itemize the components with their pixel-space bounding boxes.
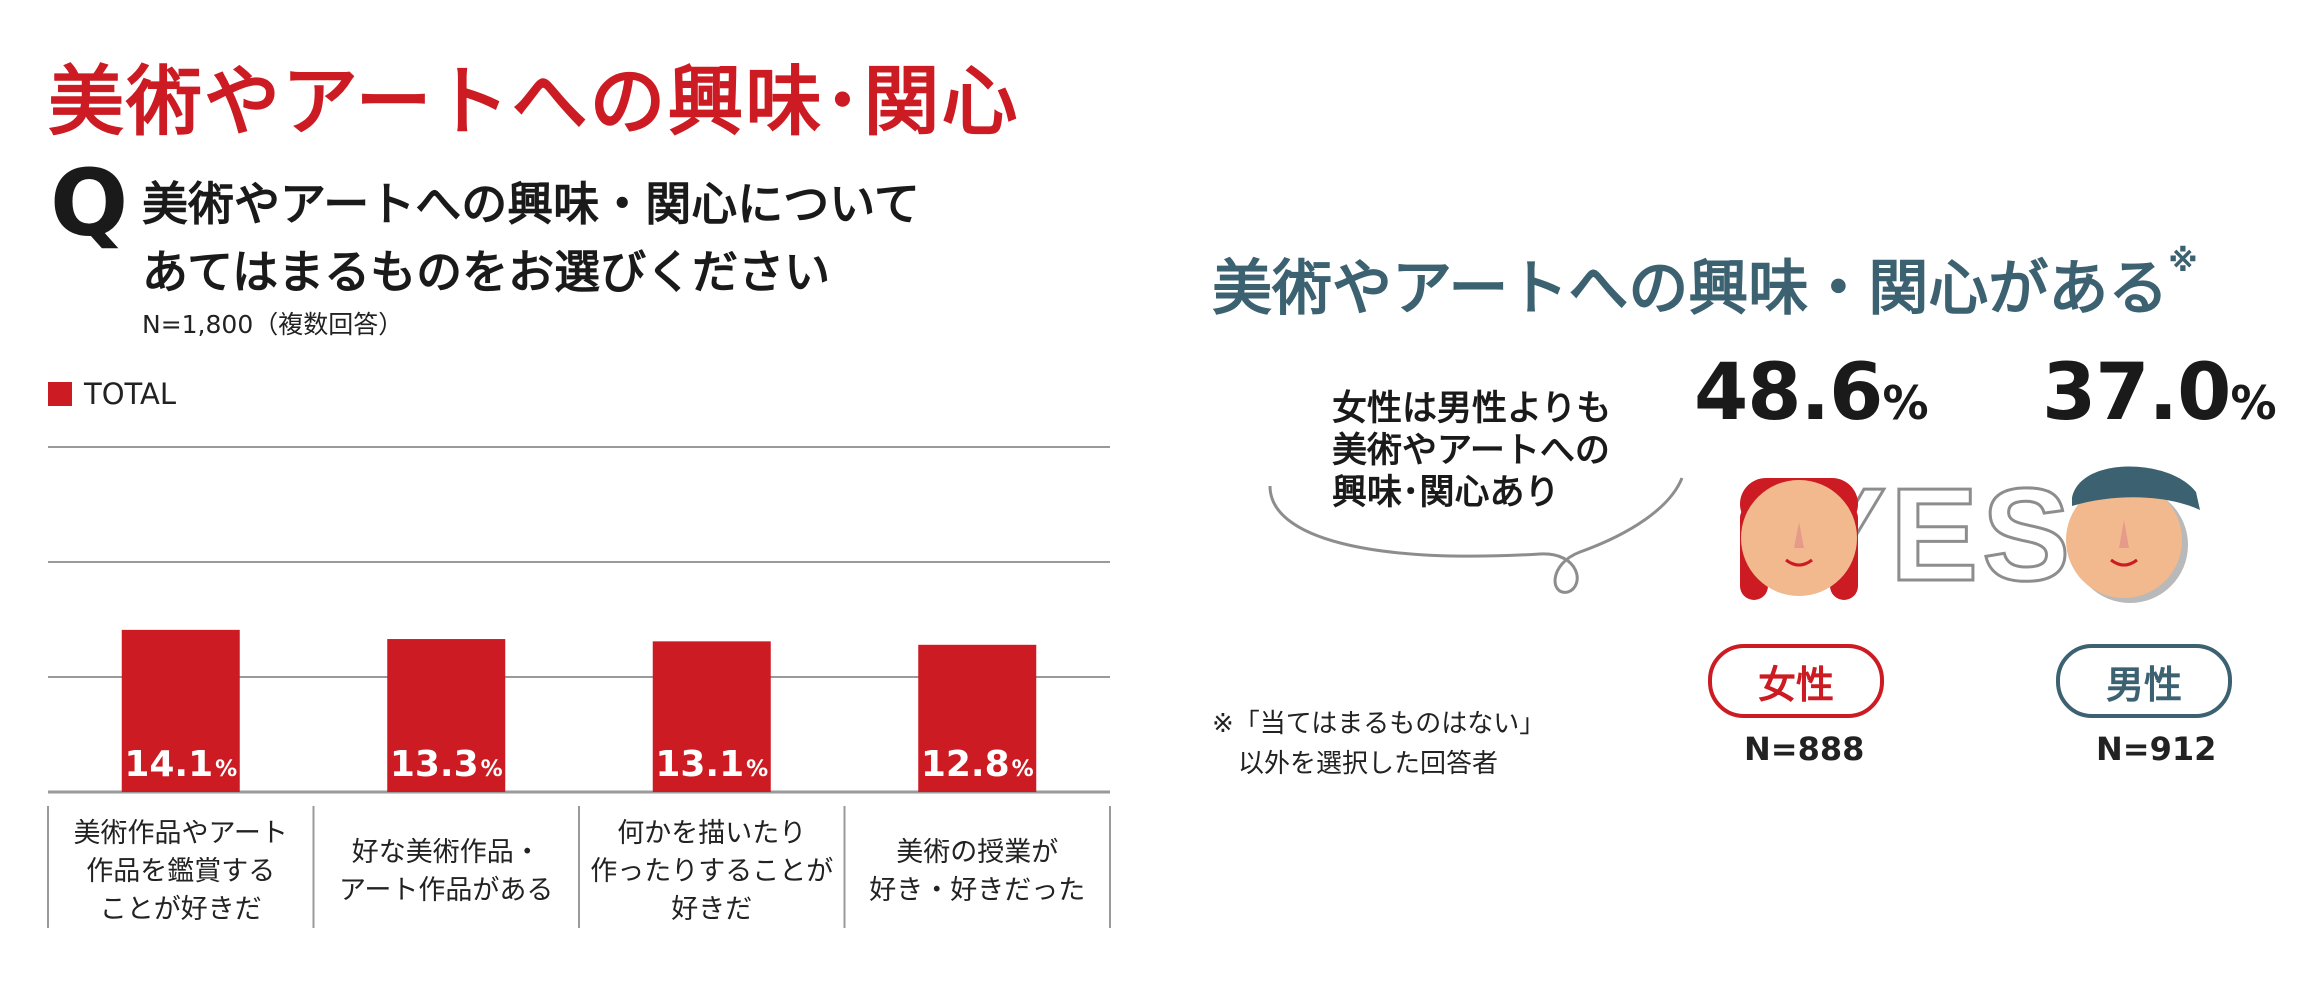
comparison-title-mark: ※ [2168, 244, 2198, 279]
male-sample-size: N=912 [2096, 730, 2217, 768]
question-mark: Q [50, 150, 129, 257]
footnote-line: ※「当てはまるものはない」 [1212, 709, 1546, 739]
male-percentage-value: 37.0 [2042, 348, 2231, 438]
female-badge: 女性 [1708, 644, 1884, 718]
female-percentage: 48.6% [1694, 348, 1929, 438]
category-label: 何かを描いたり 作ったりすることが 好きだ [590, 818, 834, 925]
legend-swatch [48, 382, 72, 406]
speech-bubble-text: 女性は男性よりも 美術やアートへの 興味･関心あり [1332, 388, 1611, 514]
bar [918, 644, 1037, 792]
comparison-title: 美術やアートへの興味・関心がある※ [1212, 240, 2198, 327]
category-label: 美術の授業が 好き・好きだった [869, 837, 1086, 906]
bar [387, 639, 506, 792]
male-percentage: 37.0% [2042, 348, 2277, 438]
female-face-icon [1740, 478, 1858, 600]
category-label: 好な美術作品・ アート作品がある [339, 837, 554, 906]
bar-data-label: 14.1% [124, 744, 237, 785]
comparison-title-text: 美術やアートへの興味・関心がある [1212, 254, 2169, 324]
bubble-line: 女性は男性よりも [1332, 389, 1612, 429]
bar [652, 641, 771, 792]
legend-label: TOTAL [84, 377, 176, 411]
sample-size-note: N=1,800（複数回答） [142, 310, 404, 339]
female-percentage-unit: % [1882, 376, 1928, 430]
male-badge: 男性 [2056, 644, 2232, 718]
category-label: 美術作品やアート 作品を鑑賞する ことが好きだ [73, 818, 288, 925]
bar [121, 629, 240, 792]
footnote: ※「当てはまるものはない」 以外を選択した回答者 [1212, 704, 1545, 784]
question-line-2: あてはまるものをお選びください [142, 245, 831, 299]
male-percentage-unit: % [2230, 376, 2276, 430]
page-title: 美術やアートへの興味･関心 [48, 57, 1020, 146]
speech-bubble-outline [1268, 477, 1684, 594]
yes-illustration: YES [1740, 460, 2200, 610]
bubble-line: 興味･関心あり [1332, 473, 1560, 513]
bubble-line: 美術やアートへの [1332, 431, 1610, 471]
bar-chart: 14.1% 13.3% 13.1% 12.8% [47, 446, 1111, 928]
male-face-icon [2066, 466, 2200, 603]
female-percentage-value: 48.6 [1694, 348, 1883, 438]
chart-legend: TOTAL [48, 377, 176, 411]
female-sample-size: N=888 [1744, 730, 1865, 768]
question-line-1: 美術やアートへの興味・関心について [142, 177, 920, 231]
footnote-line: 以外を選択した回答者 [1212, 749, 1499, 779]
